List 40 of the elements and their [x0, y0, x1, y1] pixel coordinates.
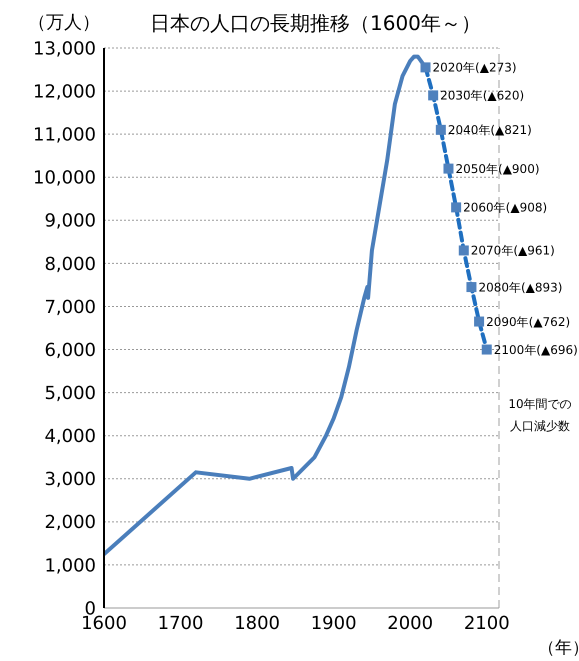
point: [458, 245, 469, 256]
y-tick-label: 12,000: [33, 81, 96, 102]
point: [420, 62, 431, 72]
y-tick-label: 5,000: [44, 383, 96, 404]
chart-title: 日本の人口の長期推移（1600年～）: [150, 10, 481, 37]
x-tick-label: 2100: [464, 612, 510, 634]
y-tick-label: 11,000: [33, 124, 96, 146]
x-axis-title: （年）: [538, 637, 579, 659]
annotation: 2080年(▲893): [478, 280, 562, 294]
annotation: 2040年(▲821): [448, 123, 532, 138]
annotation: 2090年(▲762): [486, 314, 570, 329]
text: 10年間での人口減少数: [508, 396, 572, 435]
point: [474, 316, 484, 327]
y-tick-label: 1,000: [44, 555, 96, 576]
y-tick-label: 3,000: [44, 469, 96, 490]
y-tick-label: 7,000: [44, 296, 96, 318]
y-tick-label: 2,000: [44, 512, 96, 534]
annotation: 2060年(▲908): [463, 200, 548, 215]
point: [466, 282, 476, 292]
point: [451, 202, 462, 212]
point: [436, 124, 446, 135]
annotation: 2100年(▲696): [494, 342, 578, 357]
y-axis-title: （万人）: [28, 11, 100, 34]
y-tick-label: 6,000: [44, 340, 96, 361]
y-tick-label: 8,000: [44, 254, 96, 275]
y-tick-label: 9,000: [44, 210, 96, 232]
y-tick-label: 13,000: [33, 38, 96, 60]
point: [443, 164, 454, 174]
annotation: 2050年(▲900): [455, 162, 540, 176]
point: [428, 90, 438, 100]
annotation: 2070年(▲961): [470, 244, 555, 258]
x-tick-label: 1900: [310, 612, 357, 634]
x-tick-label: 1700: [158, 612, 204, 634]
y-tick-label: 4,000: [44, 426, 96, 448]
x-tick-label: 1800: [234, 612, 280, 634]
y-tick-label: 10,000: [33, 168, 96, 189]
point: [482, 344, 492, 355]
x-tick-label: 2000: [387, 612, 434, 634]
annotation: 2020年(▲273): [432, 60, 517, 75]
annotation: 2030年(▲620): [440, 88, 524, 103]
